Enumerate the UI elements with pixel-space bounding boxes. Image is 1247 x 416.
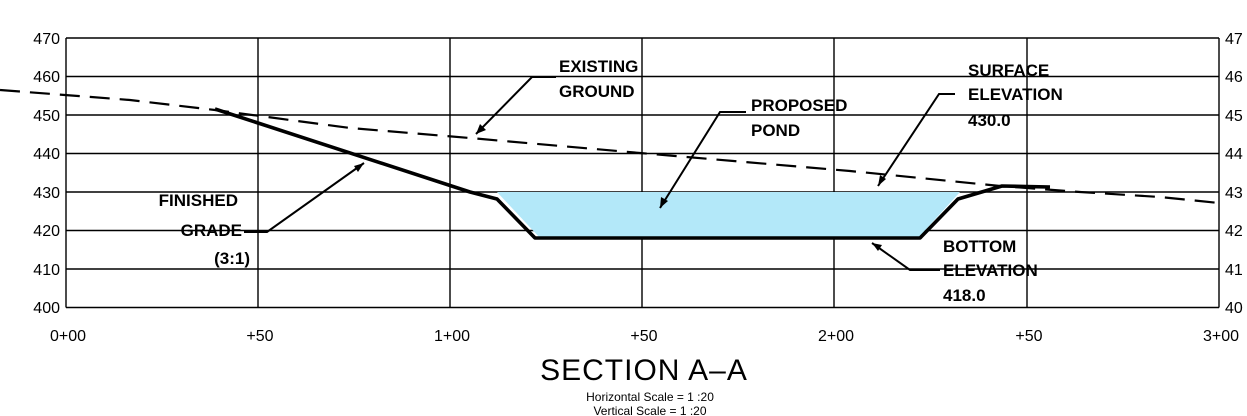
surface-elevation-value: 430.0 bbox=[968, 111, 1011, 130]
elev-left-440: 440 bbox=[33, 146, 60, 163]
bottom-elevation-line1: BOTTOM bbox=[943, 237, 1016, 256]
elev-right-470: 47 bbox=[1225, 31, 1243, 48]
leader-surface-elevation bbox=[877, 93, 955, 187]
leader-proposed-pond bbox=[659, 111, 746, 209]
pond-water bbox=[497, 192, 960, 238]
elev-right-440: 44 bbox=[1225, 146, 1243, 163]
station-1+00: 1+00 bbox=[434, 328, 470, 345]
existing-ground-line2: GROUND bbox=[559, 82, 635, 101]
finished-grade-line2: GRADE bbox=[181, 221, 242, 240]
vertical-scale: Vertical Scale = 1 :20 bbox=[593, 404, 706, 416]
station-labels: 0+00 +50 1+00 +50 2+00 +50 3+00 bbox=[50, 328, 1239, 345]
callout-existing-ground: EXISTING GROUND bbox=[559, 57, 638, 101]
elev-left-410: 410 bbox=[33, 262, 60, 279]
arrowhead-surface-elevation bbox=[878, 175, 886, 186]
elev-right-420: 42 bbox=[1225, 223, 1243, 240]
existing-ground-line1: EXISTING bbox=[559, 57, 638, 76]
elev-right-410: 41 bbox=[1225, 262, 1243, 279]
callout-surface-elevation: SURFACE ELEVATION 430.0 bbox=[968, 61, 1063, 130]
elev-right-430: 43 bbox=[1225, 185, 1243, 202]
station-2+00: 2+00 bbox=[818, 328, 854, 345]
elev-right-400: 40 bbox=[1225, 300, 1243, 317]
elevation-labels-right: 47 46 45 44 43 42 41 40 bbox=[1225, 31, 1243, 317]
elevation-labels-left: 470 460 450 440 430 420 410 400 bbox=[33, 31, 60, 317]
callout-finished-grade: FINISHED GRADE (3:1) bbox=[159, 191, 250, 268]
leader-finished-grade bbox=[244, 162, 365, 233]
callout-proposed-pond: PROPOSED POND bbox=[751, 96, 847, 140]
surface-elevation-line1: SURFACE bbox=[968, 61, 1049, 80]
elev-right-450: 45 bbox=[1225, 108, 1243, 125]
elev-left-460: 460 bbox=[33, 69, 60, 86]
station-2+50: +50 bbox=[1015, 328, 1042, 345]
elev-left-450: 450 bbox=[33, 108, 60, 125]
existing-ground-line bbox=[0, 88, 1220, 205]
arrowhead-proposed-pond bbox=[660, 197, 668, 208]
callout-bottom-elevation: BOTTOM ELEVATION 418.0 bbox=[943, 237, 1038, 305]
leader-existing-ground bbox=[475, 76, 556, 135]
surface-elevation-line2: ELEVATION bbox=[968, 85, 1063, 104]
finished-grade-line bbox=[214, 107, 1051, 240]
station-1+50: +50 bbox=[630, 328, 657, 345]
elev-left-400: 400 bbox=[33, 300, 60, 317]
leader-bottom-elevation bbox=[871, 242, 940, 271]
leader-arrowheads bbox=[354, 124, 886, 251]
arrowhead-bottom-elevation bbox=[872, 243, 882, 251]
leaders bbox=[244, 76, 955, 271]
elev-left-420: 420 bbox=[33, 223, 60, 240]
bottom-elevation-line2: ELEVATION bbox=[943, 261, 1038, 280]
bottom-elevation-value: 418.0 bbox=[943, 286, 986, 305]
station-3+00: 3+00 bbox=[1203, 328, 1239, 345]
finished-grade-slope: (3:1) bbox=[214, 249, 250, 268]
elev-right-460: 46 bbox=[1225, 69, 1243, 86]
proposed-pond-line2: POND bbox=[751, 121, 800, 140]
finished-grade-line1: FINISHED bbox=[159, 191, 238, 210]
section-title: SECTION A–A bbox=[540, 354, 748, 387]
elev-left-430: 430 bbox=[33, 185, 60, 202]
horizontal-scale: Horizontal Scale = 1 :20 bbox=[586, 390, 714, 404]
arrowhead-existing-ground bbox=[476, 124, 486, 134]
elev-left-470: 470 bbox=[33, 31, 60, 48]
proposed-pond-line1: PROPOSED bbox=[751, 96, 847, 115]
station-0+00: 0+00 bbox=[50, 328, 86, 345]
station-0+50: +50 bbox=[246, 328, 273, 345]
arrowhead-finished-grade bbox=[354, 163, 364, 172]
